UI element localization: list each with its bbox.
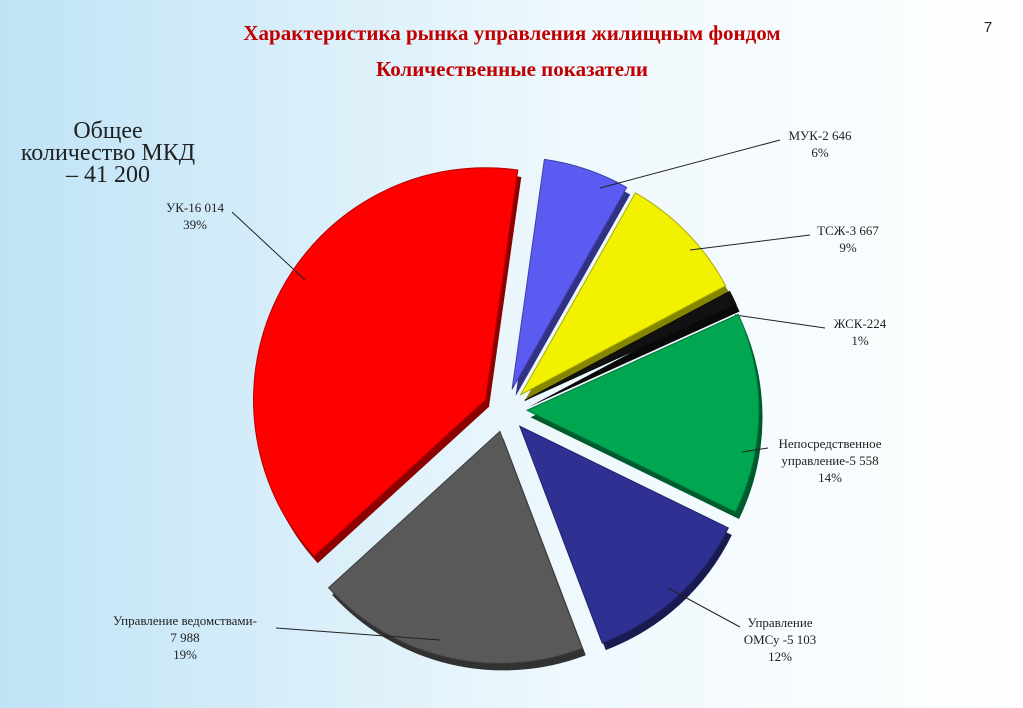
slice (327, 430, 583, 664)
leader-line (231, 211, 306, 281)
slice (518, 425, 730, 644)
value-label: 9% (839, 240, 857, 255)
value-label: 1% (851, 333, 869, 348)
label-line: МУК-2 646 (788, 128, 852, 143)
annotation: – 41 200 (65, 162, 150, 188)
slice-label: МУК-2 646 (788, 128, 852, 143)
leader-line (599, 139, 781, 189)
chart-subtitle: Количественные показатели (376, 57, 648, 81)
value-label: 39% (183, 217, 207, 232)
leader-line (275, 627, 441, 641)
label-line: ТСЖ-3 667 (817, 223, 879, 238)
page-number: 7 (984, 19, 992, 36)
slice-label: Управление ведомствами- 7 988 (113, 613, 257, 645)
slice (253, 167, 519, 557)
slice-label: Непосредственное управление-5 558 (778, 436, 881, 468)
label-line: Управление (747, 615, 812, 630)
label-line: управление-5 558 (781, 453, 878, 468)
slice (525, 313, 760, 513)
value-label: 19% (173, 647, 197, 662)
value-label: 6% (811, 145, 829, 160)
leader-line (741, 447, 769, 453)
label-line: ОМСу -5 103 (744, 632, 817, 647)
slice-label: ТСЖ-3 667 (817, 223, 879, 238)
annotation: Общее (73, 118, 142, 144)
value-label: 14% (818, 470, 842, 485)
slice-label: ЖСК-224 (834, 316, 887, 331)
leader-line (667, 587, 741, 628)
label-line: 7 988 (170, 630, 199, 645)
leader-line (734, 314, 826, 329)
label-line: Управление ведомствами- (113, 613, 257, 628)
leader-line (689, 234, 811, 251)
slice-label: Управление ОМСу -5 103 (744, 615, 817, 647)
annotation: количество МКД (21, 140, 195, 166)
label-line: Непосредственное (778, 436, 881, 451)
slice (519, 192, 727, 396)
label-line: ЖСК-224 (834, 316, 887, 331)
slice (524, 290, 737, 401)
value-label: 12% (768, 649, 792, 664)
slice-label: УК-16 014 (166, 200, 224, 215)
chart-title: Характеристика рынка управления жилищным… (243, 21, 780, 45)
label-line: УК-16 014 (166, 200, 224, 215)
slice (511, 158, 628, 390)
